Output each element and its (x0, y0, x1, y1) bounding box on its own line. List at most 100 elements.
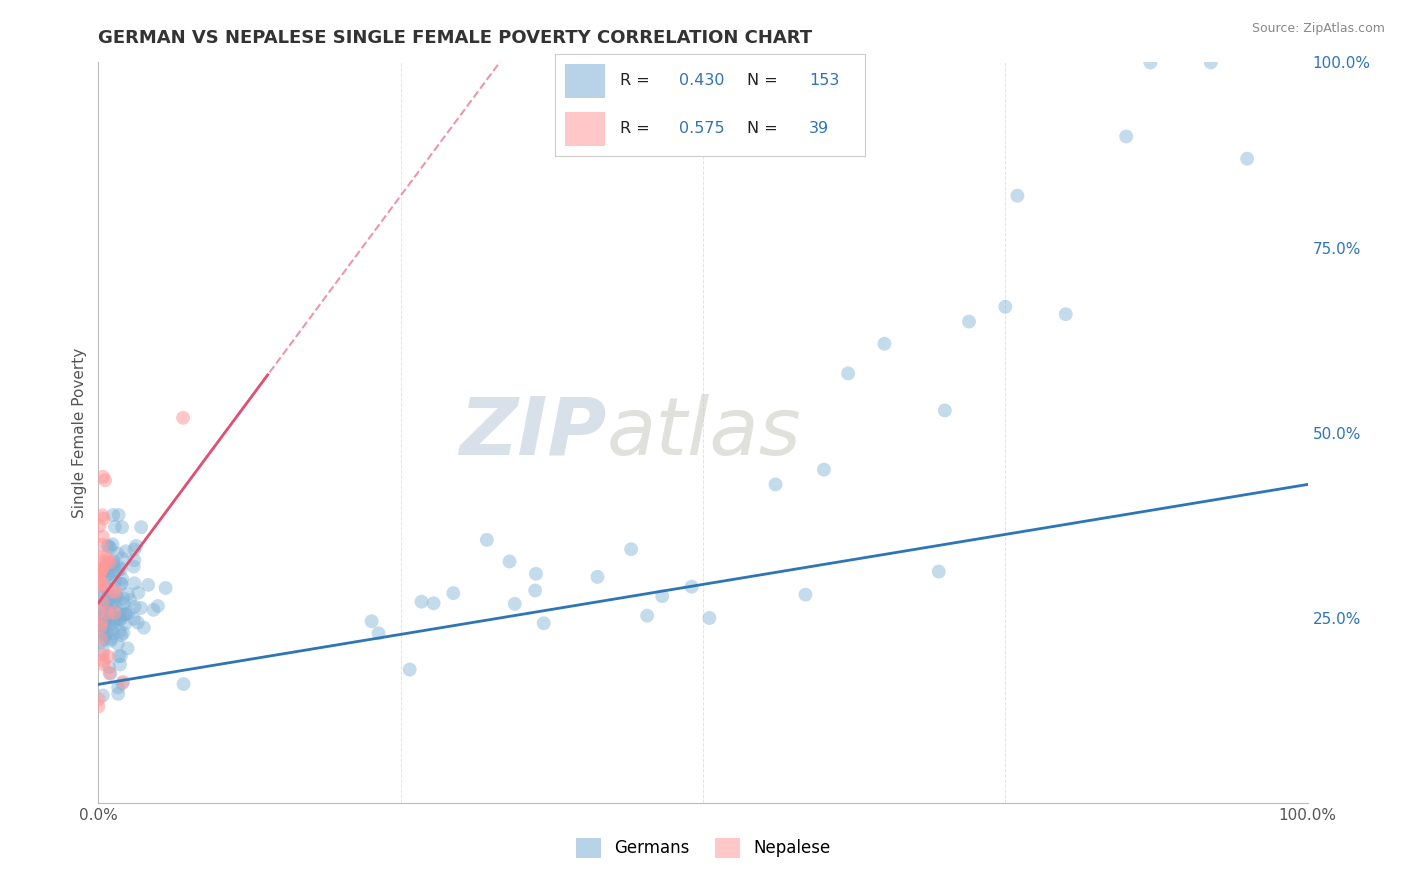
Point (101, 537, 124, 551)
Point (96, 582, 118, 596)
Point (107, 547, 129, 561)
Point (91, 595, 114, 609)
Point (89, 620, 111, 634)
Point (100, 613, 122, 627)
Point (105, 595, 128, 609)
Point (94, 629, 117, 643)
Text: atlas: atlas (606, 393, 801, 472)
Point (636, 608, 658, 623)
Point (111, 676, 134, 690)
Point (124, 576, 146, 591)
Y-axis label: Single Female Poverty: Single Female Poverty (72, 348, 87, 517)
Point (91, 469, 114, 483)
Point (103, 626, 125, 640)
Point (103, 558, 125, 572)
Point (127, 586, 149, 600)
Point (107, 611, 129, 625)
Point (100, 541, 122, 555)
Point (94, 608, 117, 623)
Point (114, 607, 136, 622)
Point (94, 553, 117, 567)
Point (94, 594, 117, 608)
Point (111, 572, 134, 586)
Point (1199, 55, 1222, 70)
Point (360, 614, 382, 628)
Point (934, 403, 956, 417)
Point (172, 410, 194, 425)
Text: Source: ZipAtlas.com: Source: ZipAtlas.com (1251, 22, 1385, 36)
Point (104, 520, 127, 534)
Point (837, 367, 859, 381)
Point (107, 687, 129, 701)
Point (104, 614, 127, 628)
Point (111, 520, 134, 534)
Point (94, 614, 117, 628)
Point (97, 557, 120, 571)
Point (89, 519, 111, 533)
Point (118, 606, 141, 620)
Point (89, 549, 111, 564)
Point (498, 554, 520, 568)
Point (110, 628, 132, 642)
Point (115, 607, 138, 622)
Point (112, 626, 135, 640)
Point (1139, 55, 1161, 70)
Point (91, 530, 114, 544)
Point (108, 560, 131, 574)
Point (91, 598, 114, 612)
Point (117, 587, 139, 601)
Point (681, 580, 703, 594)
Point (1236, 152, 1258, 166)
Point (100, 666, 122, 681)
Point (108, 657, 131, 672)
Point (100, 599, 122, 613)
Point (94, 619, 117, 633)
Point (124, 542, 146, 557)
Point (1054, 307, 1077, 321)
Point (110, 612, 132, 626)
Point (94, 565, 117, 579)
Text: GERMAN VS NEPALESE SINGLE FEMALE POVERTY CORRELATION CHART: GERMAN VS NEPALESE SINGLE FEMALE POVERTY… (98, 29, 813, 47)
Point (97, 595, 120, 609)
Point (699, 611, 721, 625)
Text: R =: R = (620, 121, 655, 136)
Point (91, 657, 114, 672)
Point (765, 477, 787, 491)
Point (104, 588, 127, 602)
Point (108, 612, 131, 626)
Point (87, 573, 110, 587)
Point (91, 508, 114, 523)
Point (90, 564, 112, 578)
Point (103, 554, 125, 568)
Point (112, 675, 135, 690)
Point (97, 566, 120, 581)
Point (129, 520, 152, 534)
Text: N =: N = (747, 121, 783, 136)
Point (586, 570, 609, 584)
Point (398, 663, 420, 677)
Point (97, 583, 120, 598)
Point (873, 336, 896, 351)
Text: R =: R = (620, 72, 655, 87)
Point (91, 689, 114, 703)
Text: 0.575: 0.575 (679, 121, 724, 136)
Point (533, 616, 555, 631)
Point (367, 626, 389, 640)
Point (91, 648, 114, 662)
Point (107, 637, 129, 651)
Point (994, 300, 1017, 314)
Point (136, 578, 159, 592)
Point (91, 587, 114, 601)
Point (100, 557, 122, 571)
Point (101, 508, 124, 522)
Point (96, 594, 118, 608)
Text: 0.430: 0.430 (679, 72, 724, 87)
Point (108, 624, 131, 639)
Point (93, 607, 115, 621)
Point (91, 575, 114, 590)
Point (89, 566, 111, 581)
Point (124, 553, 146, 567)
Point (91, 561, 114, 575)
Point (101, 584, 124, 599)
Point (794, 588, 817, 602)
